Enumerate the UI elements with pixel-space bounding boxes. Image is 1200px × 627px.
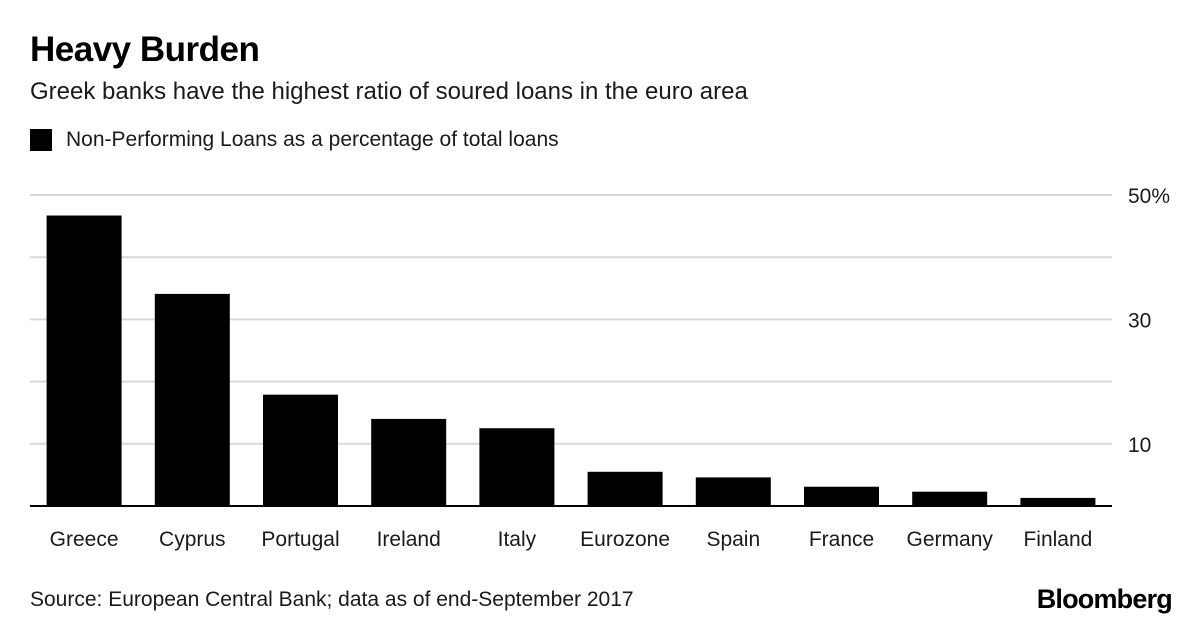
bar-greece [46,215,122,506]
bar-finland [1020,497,1096,506]
bar-italy [479,428,555,506]
legend-label: Non-Performing Loans as a percentage of … [66,128,559,151]
x-tick-label: France [809,528,874,551]
y-tick-label: 10 [1128,434,1151,457]
legend: Non-Performing Loans as a percentage of … [30,128,559,152]
chart-subtitle: Greek banks have the highest ratio of so… [30,78,748,105]
bar-portugal [263,394,338,506]
bar-cyprus [154,293,230,506]
x-tick-label: Finland [1023,528,1092,551]
bar-eurozone [587,471,663,506]
x-tick-label: Eurozone [580,528,670,551]
bar-germany [912,491,988,506]
x-tick-label: Ireland [377,528,441,551]
bar-ireland [371,418,447,506]
x-tick-label: Germany [907,528,994,551]
bar-france [804,486,879,506]
x-tick-label: Italy [498,528,537,551]
y-tick-label: 50% [1128,185,1170,208]
x-tick-label: Portugal [261,528,339,551]
x-tick-label: Cyprus [159,528,226,551]
chart-title: Heavy Burden [30,30,260,69]
x-tick-label: Greece [50,528,119,551]
bar-spain [695,477,771,506]
bloomberg-logo: Bloomberg [1036,584,1173,614]
y-tick-label: 30 [1128,309,1151,332]
source-note: Source: European Central Bank; data as o… [30,588,634,611]
x-tick-label: Spain [706,528,760,551]
legend-swatch [30,129,52,151]
